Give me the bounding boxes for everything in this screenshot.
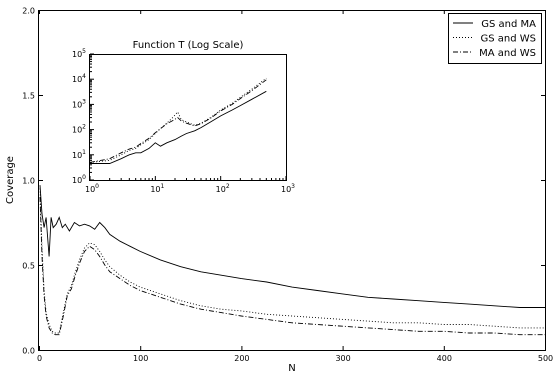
main-plot-frame (38, 10, 546, 351)
inset-plot-frame (89, 54, 287, 181)
y-tick-label: 0.0 (22, 347, 35, 356)
inset-background (89, 54, 286, 180)
legend-label-3: MA and WS (479, 48, 536, 59)
inset-ticks: 100 101 102 103 100 101 102 103 104 105 (72, 48, 295, 194)
y-tick-label: 2.0 (22, 7, 35, 16)
legend: GS and MA GS and WS MA and WS (448, 13, 542, 64)
y-tick-label: 1.0 (22, 177, 35, 186)
inset-x-tick-label: 103 (281, 183, 295, 194)
inset-x-tick-label: 102 (216, 183, 230, 194)
legend-label-2: GS and WS (480, 34, 536, 45)
legend-box (448, 13, 542, 64)
inset-x-tick-label: 101 (150, 183, 164, 194)
x-tick-label: 300 (335, 354, 350, 363)
x-tick-label: 0 (37, 354, 42, 363)
y-axis-label: Coverage (5, 156, 16, 204)
inset-x-tick-label: 100 (85, 183, 99, 194)
main-series-line-1 (39, 185, 545, 308)
inset-y-tick-label: 103 (72, 98, 86, 109)
legend-label-1: GS and MA (481, 19, 536, 30)
main-series-lines (39, 185, 545, 336)
x-tick-label: 400 (437, 354, 452, 363)
x-tick-label: 500 (538, 354, 553, 363)
x-tick-label: 100 (133, 354, 148, 363)
x-axis-label: N (288, 363, 295, 374)
main-series-line-3 (39, 196, 545, 336)
y-tick-label: 1.5 (22, 92, 35, 101)
inset-y-tick-label: 101 (72, 149, 86, 160)
inset-series-lines (89, 77, 267, 164)
main-series-line-2 (39, 188, 545, 334)
legend-entries: GS and MA GS and WS MA and WS (453, 19, 536, 59)
inset-series-line-2 (89, 77, 267, 163)
inset-series-line-1 (90, 90, 267, 164)
inset-y-tick-label: 100 (72, 174, 86, 185)
main-ticks: 0 100 200 300 400 500 0.0 0.5 1.0 1.5 2.0 (22, 7, 553, 364)
inset-axes: 100 101 102 103 100 101 102 103 104 105 Function … (72, 40, 295, 194)
y-tick-label: 0.5 (22, 262, 35, 271)
inset-y-tick-label: 104 (72, 73, 86, 84)
inset-y-tick-label: 105 (72, 48, 86, 59)
inset-title: Function T (Log Scale) (133, 40, 244, 51)
inset-y-tick-label: 102 (72, 124, 86, 135)
main-axes: 0 100 200 300 400 500 0.0 0.5 1.0 1.5 2.0 N Covera… (5, 7, 553, 375)
x-tick-label: 200 (234, 354, 249, 363)
